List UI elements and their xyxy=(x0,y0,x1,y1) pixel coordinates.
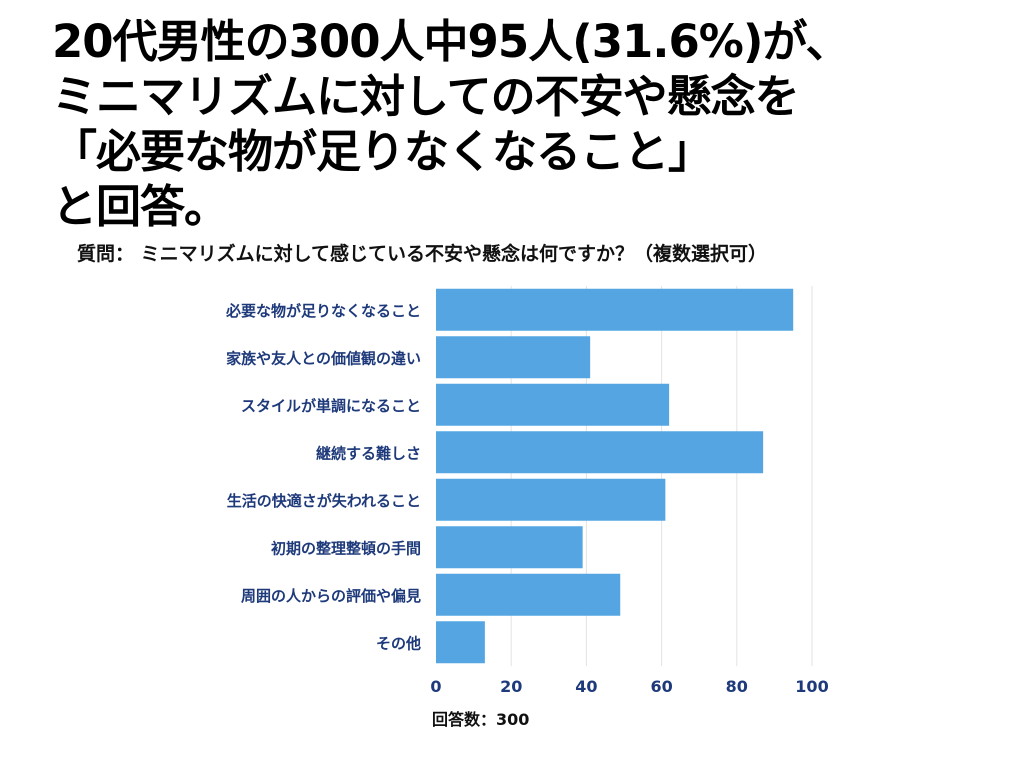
bar xyxy=(436,383,670,426)
bars xyxy=(436,288,794,664)
x-tick-label: 100 xyxy=(795,677,828,696)
bar xyxy=(436,526,583,569)
headline: 20代男性の300人中95人(31.6%)が、 ミニマリズムに対しての不安や懸念… xyxy=(52,14,1012,234)
x-axis-ticks: 0 20 40 60 80 100 xyxy=(430,677,828,696)
bar xyxy=(436,573,621,616)
headline-line-3: 「必要な物が足りなくなること」 xyxy=(52,125,713,178)
category-label: スタイルが単調になること xyxy=(241,397,421,415)
category-label: その他 xyxy=(376,634,421,652)
bar xyxy=(436,431,764,474)
category-label: 生活の快適さが失われること xyxy=(227,492,421,510)
category-label: 周囲の人からの評価や偏見 xyxy=(241,587,421,605)
x-tick-label: 60 xyxy=(650,677,672,696)
bar xyxy=(436,621,485,664)
x-tick-label: 40 xyxy=(575,677,597,696)
x-tick-label: 20 xyxy=(500,677,522,696)
bar xyxy=(436,288,794,331)
question-text: 質問： ミニマリズムに対して感じている不安や懸念は何ですか？（複数選択可） xyxy=(77,243,768,265)
headline-line-1: 20代男性の300人中95人(31.6%)が、 xyxy=(52,15,851,68)
headline-line-2: ミニマリズムに対しての不安や懸念を xyxy=(52,70,800,123)
x-tick-label: 0 xyxy=(430,677,441,696)
headline-line-4: と回答。 xyxy=(52,180,229,233)
category-label: 家族や友人との価値観の違い xyxy=(226,349,421,367)
category-label: 必要な物が足りなくなること xyxy=(225,302,421,320)
bar xyxy=(436,336,591,379)
category-label: 継続する難しさ xyxy=(316,444,421,462)
bar xyxy=(436,478,666,521)
category-label: 初期の整理整頓の手間 xyxy=(271,539,421,557)
x-tick-label: 80 xyxy=(726,677,748,696)
category-labels: 必要な物が足りなくなること家族や友人との価値観の違いスタイルが単調になること継続… xyxy=(225,302,421,653)
response-count: 回答数：300 xyxy=(432,710,530,729)
